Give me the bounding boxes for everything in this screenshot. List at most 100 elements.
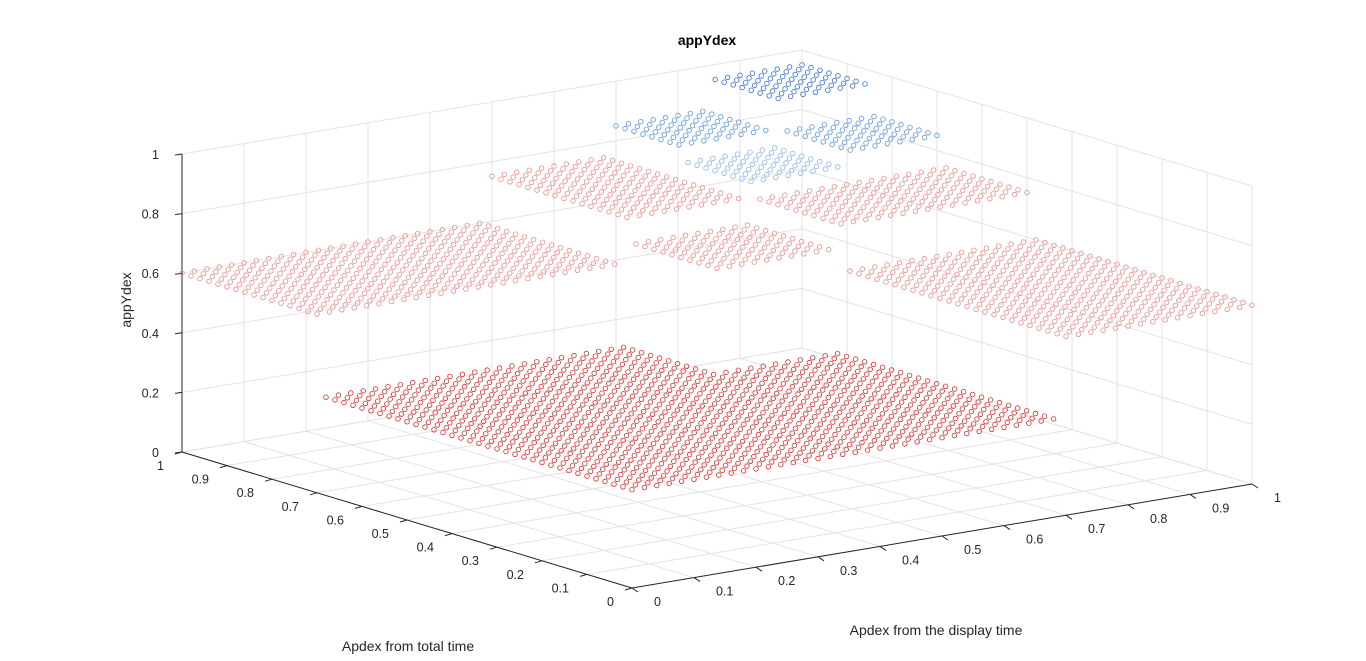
data-point: [250, 262, 256, 269]
data-point: [688, 434, 694, 441]
data-point: [934, 132, 940, 139]
data-point: [571, 181, 577, 187]
data-point: [971, 247, 977, 253]
data-point: [1063, 333, 1069, 340]
data-point: [998, 255, 1004, 262]
data-point: [783, 423, 790, 429]
data-point: [689, 199, 696, 205]
data-point: [669, 251, 675, 258]
data-point: [527, 368, 533, 375]
data-point: [890, 269, 896, 276]
data-point: [1006, 275, 1012, 281]
data-point: [289, 268, 296, 275]
data-point: [328, 245, 334, 251]
data-point: [600, 466, 606, 472]
data-point: [614, 476, 621, 483]
data-point: [561, 195, 567, 201]
data-point: [505, 368, 512, 374]
data-point: [613, 199, 619, 205]
data-point: [794, 84, 801, 90]
data-point: [810, 431, 817, 437]
data-point: [1056, 250, 1063, 256]
data-point: [831, 402, 837, 408]
data-point: [784, 128, 790, 134]
data-point: [580, 355, 586, 361]
data-point: [827, 407, 834, 413]
data-point: [734, 151, 741, 157]
data-point: [870, 408, 877, 414]
data-point: [353, 397, 360, 404]
data-point: [664, 375, 671, 381]
data-point: [642, 467, 649, 474]
data-point: [848, 424, 854, 431]
data-point: [858, 115, 865, 122]
data-point: [937, 295, 943, 301]
data-point: [441, 412, 447, 419]
data-point: [755, 77, 761, 84]
data-point: [725, 133, 732, 140]
data-point: [869, 379, 876, 385]
data-point: [940, 199, 947, 205]
data-point: [303, 296, 309, 302]
data-point: [1110, 313, 1117, 319]
data-point: [658, 236, 664, 243]
data-point: [485, 396, 491, 403]
data-point: [776, 403, 782, 409]
data-point: [1058, 309, 1065, 315]
data-point: [545, 247, 551, 253]
data-point: [580, 183, 586, 190]
data-point: [358, 248, 364, 255]
data-point: [617, 395, 623, 402]
data-point: [729, 453, 736, 459]
data-point: [618, 207, 625, 213]
data-point: [695, 230, 701, 237]
data-point: [617, 442, 623, 448]
data-point: [528, 444, 534, 451]
data-point: [446, 263, 452, 270]
data-point: [368, 408, 374, 414]
data-point: [592, 446, 598, 452]
data-point: [663, 439, 669, 445]
data-point: [912, 132, 919, 138]
data-point: [839, 375, 845, 381]
data-point: [575, 424, 581, 430]
z-tick-mark: [174, 213, 183, 216]
data-point: [626, 352, 632, 358]
data-point: [852, 403, 859, 409]
data-point: [815, 409, 821, 415]
data-point: [938, 187, 945, 193]
data-point: [737, 426, 744, 432]
data-point: [597, 378, 603, 384]
x-tick-label: 0.1: [716, 585, 733, 599]
data-point: [898, 399, 905, 405]
data-point: [1191, 291, 1198, 297]
data-point: [253, 258, 260, 264]
data-point: [722, 153, 728, 159]
data-point: [642, 173, 648, 179]
data-point: [928, 292, 934, 299]
data-point: [266, 255, 272, 262]
data-point: [868, 269, 875, 275]
data-point: [496, 365, 503, 371]
data-point: [693, 194, 699, 200]
data-point: [1127, 289, 1134, 295]
data-point: [887, 431, 893, 437]
data-point: [777, 152, 784, 159]
x-tick-mark: [693, 577, 701, 583]
data-point: [664, 203, 671, 209]
data-point: [390, 391, 397, 397]
data-point: [942, 182, 948, 188]
data-point: [386, 413, 392, 419]
data-point: [1083, 258, 1090, 264]
data-point: [245, 284, 252, 291]
data-point: [1181, 305, 1188, 311]
data-point: [591, 370, 597, 376]
data-point: [927, 390, 933, 396]
data-point: [639, 426, 646, 432]
data-point: [623, 185, 629, 191]
data-point: [467, 438, 473, 444]
x-tick-mark: [631, 587, 639, 593]
data-point: [439, 400, 445, 406]
data-point: [828, 82, 834, 89]
data-point: [814, 426, 820, 432]
